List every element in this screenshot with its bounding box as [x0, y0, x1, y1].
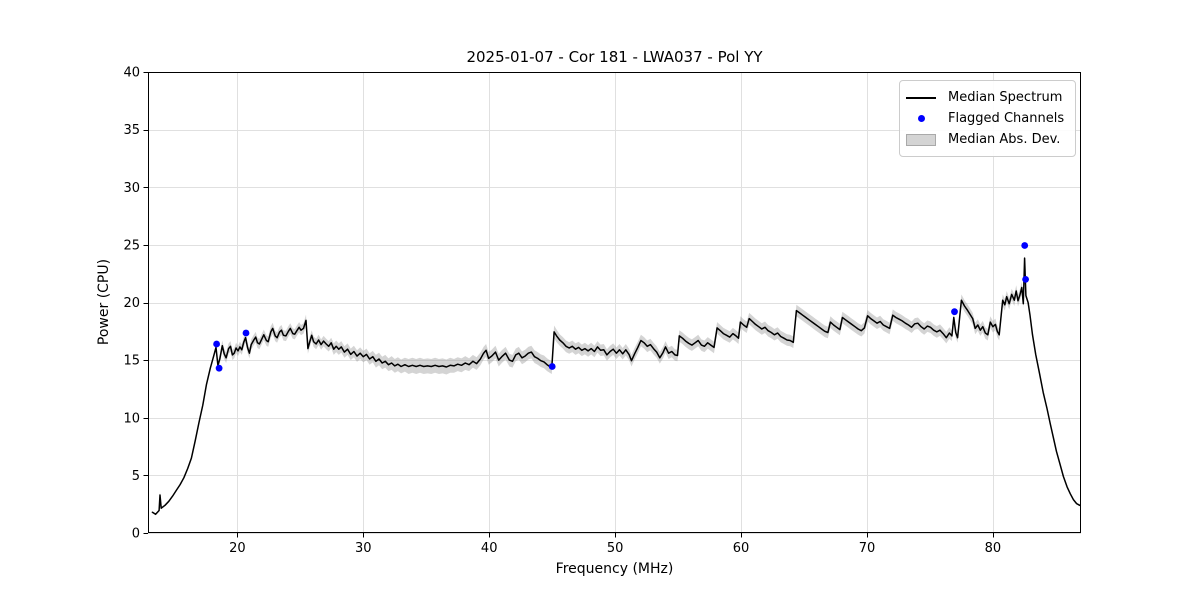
x-tick-label: 50 — [607, 541, 624, 556]
flagged-channel-dot — [951, 308, 958, 316]
legend-label: Median Abs. Dev. — [948, 132, 1061, 147]
flagged-channel-dot — [213, 340, 221, 348]
flagged-channel-dot — [215, 364, 223, 372]
legend-item-flagged-channels: Flagged Channels — [906, 108, 1067, 129]
legend-item-median-spectrum: Median Spectrum — [906, 87, 1067, 108]
flagged-channel-dot — [1021, 242, 1029, 249]
legend: Median Spectrum Flagged Channels Median … — [899, 80, 1076, 157]
x-tick-label: 80 — [985, 541, 1002, 556]
flagged-channel-dot — [1022, 276, 1029, 283]
y-tick-label: 35 — [123, 123, 140, 138]
median-abs-dev-patch-swatch — [906, 133, 936, 146]
y-tick-label: 25 — [123, 238, 140, 253]
x-tick-label: 70 — [859, 541, 876, 556]
axis-spines — [148, 72, 1081, 533]
legend-item-median-abs-dev: Median Abs. Dev. — [906, 129, 1067, 150]
flagged-channel-dot — [548, 363, 556, 370]
x-tick-label: 40 — [481, 541, 498, 556]
chart-title: 2025-01-07 - Cor 181 - LWA037 - Pol YY — [466, 48, 763, 66]
y-tick-label: 20 — [123, 296, 140, 311]
mad-band — [152, 255, 1080, 516]
flagged-channel-dot — [242, 329, 250, 337]
x-tick-label: 30 — [355, 541, 372, 556]
y-tick-label: 5 — [132, 469, 140, 484]
legend-label: Median Spectrum — [948, 90, 1063, 105]
x-axis-label: Frequency (MHz) — [555, 561, 674, 577]
y-tick-label: 40 — [123, 66, 140, 81]
y-tick-label: 10 — [123, 411, 140, 426]
y-tick-label: 15 — [123, 354, 140, 369]
y-tick-label: 0 — [132, 527, 140, 542]
median-spectrum-line-swatch — [906, 96, 936, 99]
y-tick-label: 30 — [123, 181, 140, 196]
legend-label: Flagged Channels — [948, 111, 1065, 126]
flagged-channels-dot-swatch — [906, 115, 936, 122]
x-tick-label: 60 — [733, 541, 750, 556]
x-tick-label: 20 — [229, 541, 246, 556]
spectrum-line — [151, 257, 1081, 516]
